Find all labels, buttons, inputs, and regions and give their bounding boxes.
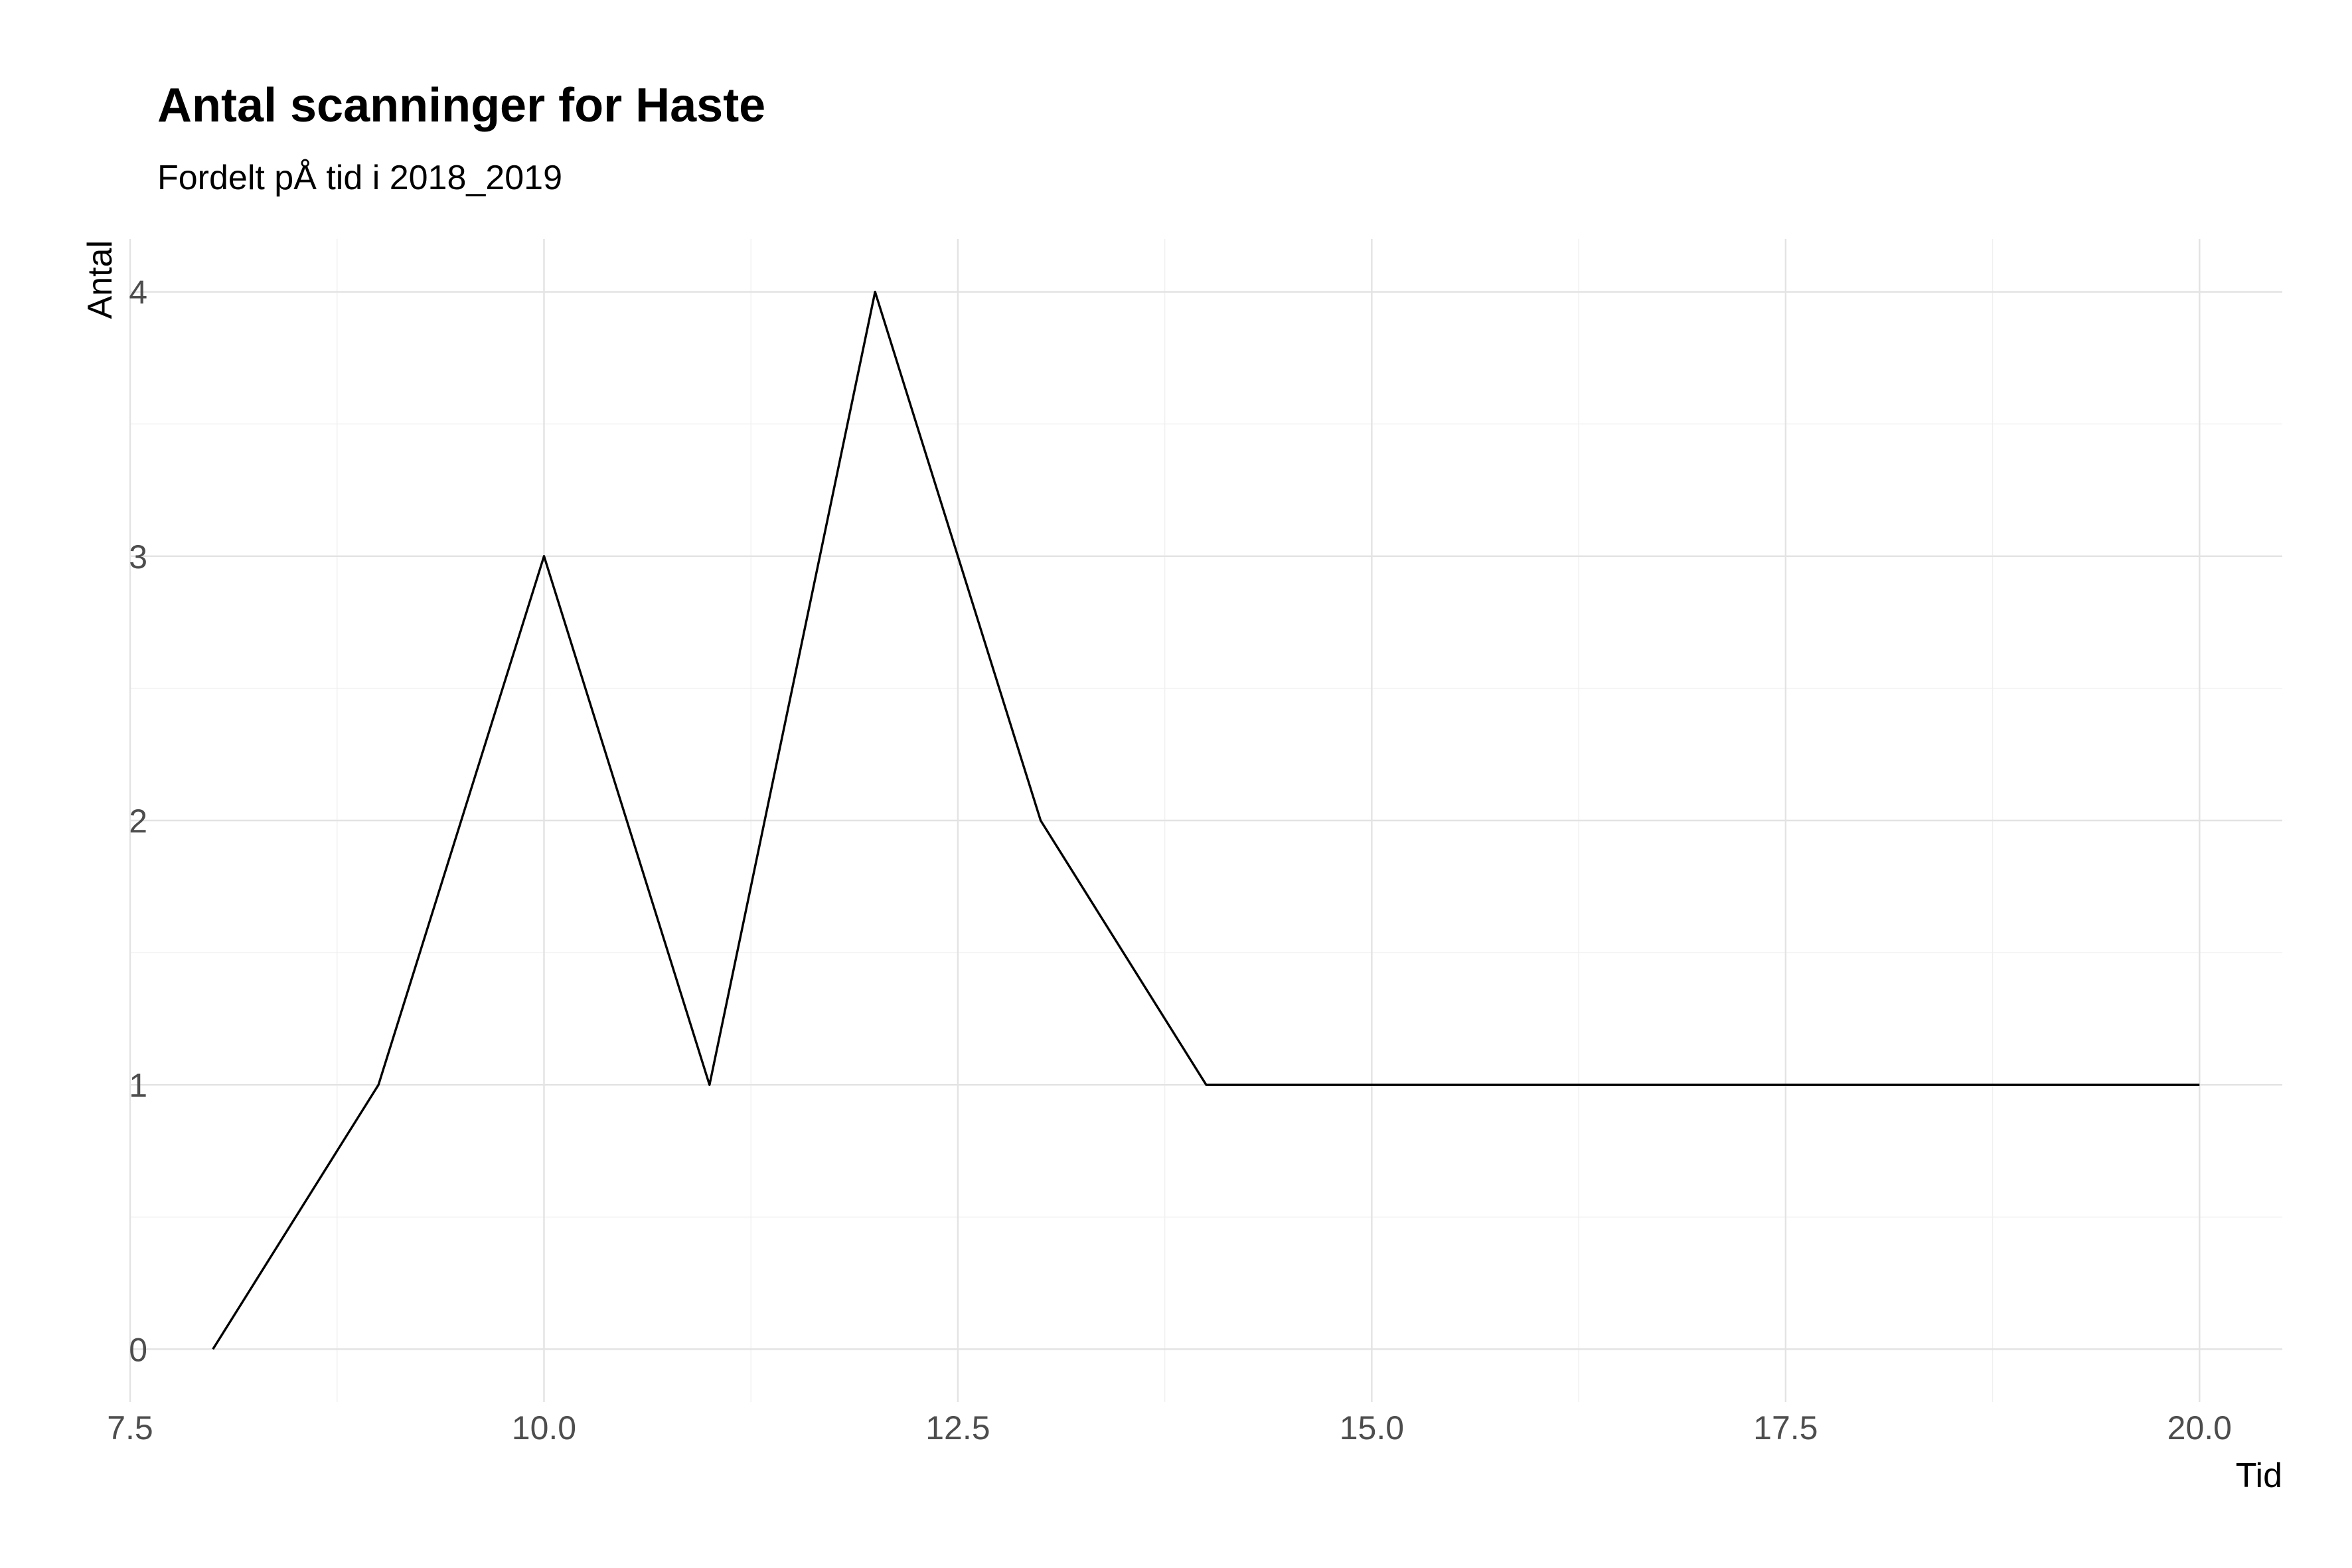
- y-tick-label: 3: [129, 538, 147, 576]
- x-tick-label: 15.0: [1340, 1409, 1404, 1447]
- x-tick-label: 17.5: [1753, 1409, 1818, 1447]
- x-axis-ticks: 7.5 10.0 12.5 15.0 17.5 20.0: [107, 1409, 2232, 1447]
- x-tick-label: 10.0: [512, 1409, 576, 1447]
- x-tick-label: 20.0: [2167, 1409, 2232, 1447]
- x-axis-title: Tid: [2236, 1456, 2282, 1495]
- series-layer: [212, 290, 2200, 1350]
- chart-subtitle: Fordelt pÅ tid i 2018_2019: [157, 159, 562, 197]
- chart-title: Antal scanninger for Haste: [157, 79, 765, 132]
- y-tick-label: 2: [129, 803, 147, 840]
- x-tick-label: 12.5: [925, 1409, 990, 1447]
- y-tick-label: 4: [129, 274, 147, 311]
- y-axis-title: Antal: [81, 240, 119, 319]
- x-tick-label: 7.5: [107, 1409, 153, 1447]
- grid: [129, 239, 2282, 1402]
- series-line: [212, 290, 2200, 1350]
- y-tick-label: 0: [129, 1331, 147, 1368]
- y-axis-ticks: 0 1 2 3 4: [129, 274, 147, 1369]
- y-tick-label: 1: [129, 1067, 147, 1104]
